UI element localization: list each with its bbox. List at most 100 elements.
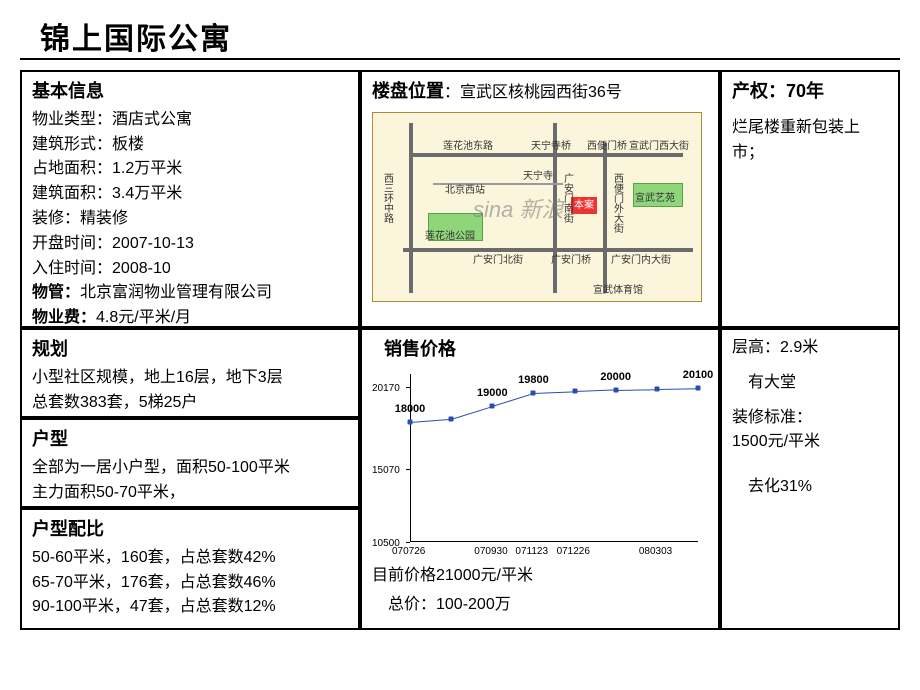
map-road (603, 143, 607, 293)
extra-line: 层高：2.9米 (732, 336, 888, 361)
basic-head: 基本信息 (32, 78, 348, 106)
chart-x-label: 070726 (392, 544, 425, 560)
property-term: 产权：70年 (732, 78, 888, 106)
basic-row: 占地面积：1.2万平米 (32, 157, 348, 182)
basic-key: 装修： (32, 210, 80, 227)
type-line: 全部为一居小户型，面积50-100平米 (32, 456, 348, 481)
basic-key: 入住时间： (32, 260, 112, 277)
chart-segment (451, 406, 492, 420)
extra-line (732, 465, 888, 475)
basic-row: 建筑形式：板楼 (32, 133, 348, 158)
plan-line: 小型社区规模，地上16层，地下3层 (32, 366, 348, 391)
map-label: 宣武门西大街 (629, 139, 689, 155)
basic-info-card: 基本信息 物业类型：酒店式公寓建筑形式：板楼占地面积：1.2万平米建筑面积：3.… (20, 70, 360, 328)
basic-row: 物管：北京富润物业管理有限公司 (32, 281, 348, 306)
location-map: 本案莲花池东路天宁寺桥西便门桥宣武门西大街天宁寺北京西站莲花池公园宣武艺苑广安门… (372, 112, 702, 302)
basic-row: 物业类型：酒店式公寓 (32, 108, 348, 133)
chart-segment (657, 388, 698, 390)
chart-value-label: 19000 (477, 385, 508, 402)
chart-segment (533, 391, 574, 394)
basic-key: 占地面积： (32, 160, 112, 177)
map-road (403, 248, 693, 252)
map-label: 莲花池东路 (443, 139, 493, 155)
map-label: 广安门北街 (473, 253, 523, 269)
basic-row: 装修：精装修 (32, 207, 348, 232)
basic-row: 入住时间：2008-10 (32, 257, 348, 282)
basic-key: 建筑形式： (32, 136, 112, 153)
price-chart: 1800019000198002000020100 10500150702017… (372, 370, 702, 560)
type-line: 主力面积50-70平米， (32, 481, 348, 506)
chart-segment (575, 390, 616, 393)
plan-head: 规划 (32, 336, 348, 364)
extra-line: 1500元/平米 (732, 430, 888, 455)
chart-y-label: 20170 (372, 381, 400, 397)
chart-point (696, 386, 701, 391)
map-label: 广安门内大街 (611, 253, 671, 269)
basic-val: 酒店式公寓 (112, 111, 192, 128)
extra-line: 去化31% (732, 475, 888, 500)
chart-value-label: 20100 (683, 367, 714, 384)
chart-segment (410, 419, 451, 423)
map-label: 西三环中路 (379, 173, 395, 223)
basic-val: 精装修 (80, 210, 128, 227)
price-below-1: 目前价格21000元/平米 (372, 564, 708, 589)
extra-line: 装修标准： (732, 406, 888, 431)
ratio-head: 户型配比 (32, 516, 348, 544)
unit-ratio-card: 户型配比 50-60平米，160套，占总套数42%65-70平米，176套，占总… (20, 508, 360, 630)
ratio-line: 50-60平米，160套，占总套数42% (32, 546, 348, 571)
price-head: 销售价格 (384, 336, 708, 364)
plan-card: 规划 小型社区规模，地上16层，地下3层总套数383套，5梯25户 (20, 328, 360, 418)
extra-line (732, 455, 888, 465)
basic-val: 2007-10-13 (112, 235, 194, 252)
chart-x-label: 080303 (639, 544, 672, 560)
basic-key: 物管： (32, 284, 80, 301)
basic-row: 建筑面积：3.4万平米 (32, 182, 348, 207)
chart-value-label: 19800 (518, 372, 549, 389)
map-label: 西便门外大街 (609, 173, 625, 233)
map-site-marker: 本案 (571, 197, 597, 215)
title-underline (20, 58, 900, 60)
map-label: 西便门桥 (587, 139, 627, 155)
chart-value-label: 18000 (395, 401, 426, 418)
basic-val: 板楼 (112, 136, 144, 153)
chart-segment (616, 389, 657, 391)
chart-x-label: 071123 (515, 544, 548, 560)
map-label: 广安门桥 (551, 253, 591, 269)
ratio-line: 90-100平米，47套，占总套数12% (32, 595, 348, 620)
extra-line (732, 361, 888, 371)
map-label: 天宁寺桥 (531, 139, 571, 155)
basic-val: 1.2万平米 (112, 160, 182, 177)
page-title: 锦上国际公寓 (40, 14, 232, 58)
chart-y-label: 15070 (372, 463, 400, 479)
map-watermark: sina 新浪 (473, 193, 563, 227)
location-addr: ：宣武区核桃园西街36号 (444, 84, 622, 101)
basic-row: 开盘时间：2007-10-13 (32, 232, 348, 257)
property-note: 烂尾楼重新包装上市； (732, 116, 888, 166)
chart-value-label: 20000 (600, 369, 631, 386)
plan-line: 总套数383套，5梯25户 (32, 391, 348, 416)
basic-key: 开盘时间： (32, 235, 112, 252)
basic-key: 物业类型： (32, 111, 112, 128)
basic-val: 3.4万平米 (112, 185, 182, 202)
map-road (409, 123, 413, 293)
extra-info-card: 层高：2.9米 有大堂装修标准：1500元/平米 去化31% (720, 328, 900, 630)
type-head: 户型 (32, 426, 348, 454)
location-card: 楼盘位置：宣武区核桃园西街36号 本案莲花池东路天宁寺桥西便门桥宣武门西大街天宁… (360, 70, 720, 328)
chart-x-label: 071226 (557, 544, 590, 560)
basic-key: 建筑面积： (32, 185, 112, 202)
property-right-card: 产权：70年 烂尾楼重新包装上市； (720, 70, 900, 328)
chart-x-label: 070930 (474, 544, 507, 560)
basic-key: 物业费： (32, 309, 96, 326)
basic-val: 4.8元/平米/月 (96, 309, 191, 326)
map-label: 宣武艺苑 (635, 191, 675, 207)
price-below-2: 总价：100-200万 (372, 593, 708, 618)
ratio-line: 65-70平米，176套，占总套数46% (32, 571, 348, 596)
price-card: 销售价格 1800019000198002000020100 105001507… (360, 328, 720, 630)
map-label: 天宁寺 (523, 169, 553, 185)
basic-val: 北京富润物业管理有限公司 (80, 284, 272, 301)
map-label: 宣武体育馆 (593, 283, 643, 299)
unit-type-card: 户型 全部为一居小户型，面积50-100平米主力面积50-70平米， (20, 418, 360, 508)
map-label: 莲花池公园 (425, 229, 475, 245)
basic-val: 2008-10 (112, 260, 171, 277)
extra-line: 有大堂 (732, 371, 888, 396)
